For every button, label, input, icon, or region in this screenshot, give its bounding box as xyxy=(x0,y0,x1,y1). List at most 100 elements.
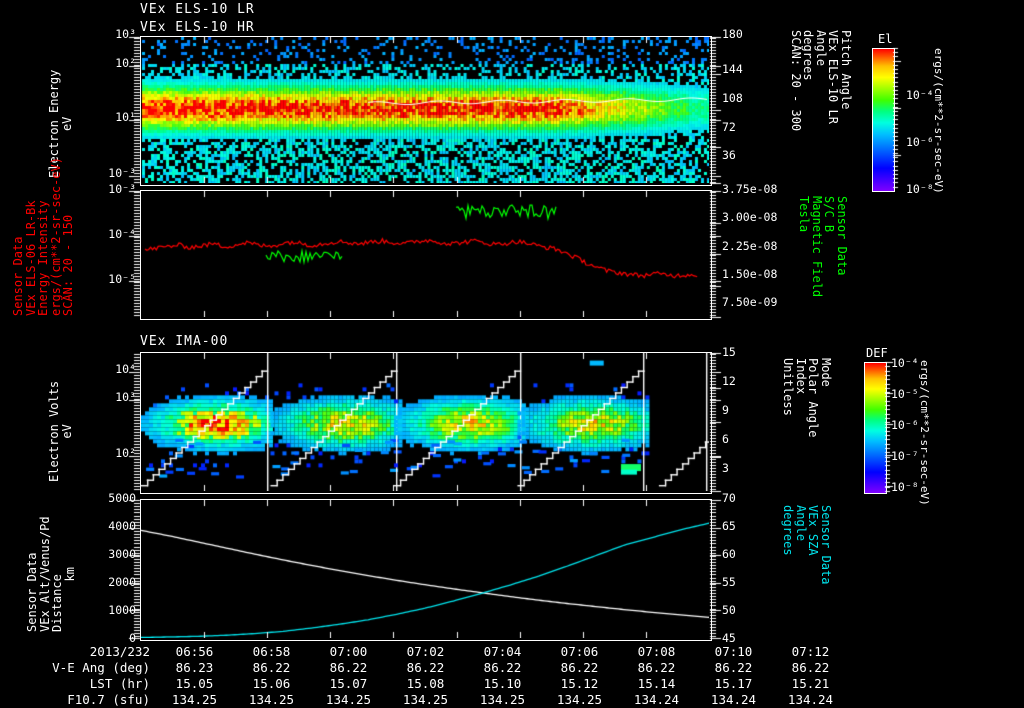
panel2-right-tick-1: 3.00e-08 xyxy=(722,210,778,224)
panel1-right-axis-title-line4: SCAN: 20 - 300 xyxy=(788,30,803,132)
colorbar-def-unit-label: ergs/(cm**2-sr-sec-eV) xyxy=(918,360,931,506)
cell-time-7: 07:10 xyxy=(714,644,753,659)
panel3-plot-ima-spectrogram xyxy=(140,352,712,494)
panel4-left-tick-1: 4000 xyxy=(108,519,136,533)
panel2-left-axis-title: Sensor Data VEx ELS-06 LR-Bk Energy Inte… xyxy=(11,157,76,316)
panel4-right-tick-2: 60 xyxy=(722,547,736,561)
panel1-right-axis-title-line1: VEx ELS-10 LR xyxy=(826,30,841,124)
panel4-right-tick-1: 65 xyxy=(722,519,736,533)
panel3-right-tick-2: 9 xyxy=(722,403,729,417)
cell-ve-ang-7: 86.22 xyxy=(714,660,753,675)
panel1-right-tick-3: 72 xyxy=(722,120,736,134)
cell-f107-5: 134.25 xyxy=(556,692,603,707)
colorbar-def-gradient xyxy=(864,362,887,494)
panel1-right-axis-title-line2: Angle xyxy=(813,30,828,67)
panel4-right-tick-0: 70 xyxy=(722,491,736,505)
panel4-left-axis-title-line3: km xyxy=(62,566,77,582)
cell-lst-6: 15.14 xyxy=(637,676,676,691)
cell-ve-ang-5: 86.22 xyxy=(560,660,599,675)
panel3-right-axis-title: Mode Polar Angle Index Unitless xyxy=(781,358,833,438)
panel4-left-tick-2: 3000 xyxy=(108,547,136,561)
cell-f107-2: 134.25 xyxy=(325,692,372,707)
cell-ve-ang-4: 86.22 xyxy=(483,660,522,675)
panel3-right-tick-1: 12 xyxy=(722,374,736,388)
cell-f107-7: 134.24 xyxy=(710,692,757,707)
panel3-title-top: VEx IMA-00 xyxy=(140,334,229,349)
row-label-lst: LST (hr) xyxy=(89,676,150,691)
colorbar-def-tick-2: 10⁻⁶ xyxy=(891,418,919,432)
row-label-date: 2013/232 xyxy=(89,644,150,659)
panel3-right-tick-0: 15 xyxy=(722,345,736,359)
cell-lst-2: 15.07 xyxy=(329,676,368,691)
panel2-right-axis-title-line2: Magnetic Field xyxy=(809,196,824,298)
table-row-date-time: 2013/232 06:56 06:58 07:00 07:02 07:04 0… xyxy=(0,644,849,660)
panel1-left-tick-1: 10² xyxy=(115,56,136,70)
panel4-right-axis-title-line0: Sensor Data xyxy=(819,505,833,585)
panel4-right-tick-4: 50 xyxy=(722,603,736,617)
panel3-right-tick-3: 6 xyxy=(722,432,729,446)
panel4-left-axis-title: Sensor Data VEx Alt/Venus/Pd Distance km xyxy=(25,516,77,632)
cell-lst-7: 15.17 xyxy=(714,676,753,691)
cell-lst-8: 15.21 xyxy=(791,676,830,691)
panel1-left-tick-0: 10³ xyxy=(115,27,136,41)
panel1-title-top: VEx ELS-10 LR xyxy=(140,2,255,17)
panel4-left-axis-title-line2: Distance xyxy=(50,574,65,632)
panel4-left-tick-4: 1000 xyxy=(108,603,136,617)
panel4-right-tick-3: 55 xyxy=(722,575,736,589)
panel3-right-axis-title-line1: Polar Angle xyxy=(806,358,821,438)
row-label-f107: F10.7 (sfu) xyxy=(67,692,150,707)
colorbar-def-title: DEF xyxy=(866,346,888,360)
panel2-right-tick-0: 3.75e-08 xyxy=(722,182,778,196)
panel2-right-axis-title: Sensor Data S/C B Magnetic Field Tesla xyxy=(797,196,849,298)
panel3-left-axis-title-line1: Electron Volts xyxy=(47,380,61,482)
panel2-right-tick-4: 7.50e-09 xyxy=(722,295,778,309)
panel1-right-tick-0: 180 xyxy=(722,27,743,41)
colorbar-el-tick-1: 10⁻⁶ xyxy=(906,135,934,149)
cell-ve-ang-8: 86.22 xyxy=(791,660,830,675)
panel1-left-tick-3: 10⁻³ xyxy=(108,166,136,180)
panel1-title-sub: VEx ELS-10 HR xyxy=(140,20,255,35)
panel1-left-tick-2: 10¹ xyxy=(115,110,136,124)
panel3-right-tick-4: 3 xyxy=(722,461,729,475)
cell-lst-1: 15.06 xyxy=(252,676,291,691)
panel2-left-axis-title-line2: Energy Intensity xyxy=(36,200,51,316)
row-label-ve-ang: V-E Ang (deg) xyxy=(52,660,150,675)
panel1-right-tick-2: 108 xyxy=(722,91,743,105)
panel2-plot-energy-intensity xyxy=(140,190,712,320)
colorbar-el-gradient xyxy=(872,48,895,192)
panel2-right-axis-title-line3: Tesla xyxy=(797,196,812,233)
cell-time-2: 07:00 xyxy=(329,644,368,659)
cell-f107-8: 134.24 xyxy=(787,692,834,707)
panel1-plot-els-spectrogram xyxy=(140,36,712,186)
panel3-right-axis-title-line3: Unitless xyxy=(781,358,796,416)
panel4-right-axis-title: Sensor Data VEx SZA Angle degrees xyxy=(781,505,833,585)
cell-time-1: 06:58 xyxy=(252,644,291,659)
panel1-right-axis-title-line0: Pitch Angle xyxy=(839,30,853,110)
panel4-right-axis-title-line1: VEx SZA xyxy=(806,505,821,556)
panel3-right-axis-title-line2: Index xyxy=(793,358,808,395)
cell-f107-3: 134.25 xyxy=(402,692,449,707)
colorbar-def-tick-4: 10⁻⁸ xyxy=(891,480,919,494)
colorbar-el-tick-2: 10⁻⁸ xyxy=(906,182,934,196)
cell-time-8: 07:12 xyxy=(791,644,830,659)
cell-ve-ang-6: 86.22 xyxy=(637,660,676,675)
cell-f107-4: 134.25 xyxy=(479,692,526,707)
panel2-left-axis-title-line4: SCAN: 20 - 150 xyxy=(61,214,76,316)
cell-ve-ang-0: 86.23 xyxy=(175,660,214,675)
cell-time-4: 07:04 xyxy=(483,644,522,659)
colorbar-el-tick-0: 10⁻⁴ xyxy=(906,88,934,102)
panel4-right-tick-5: 45 xyxy=(722,631,736,645)
table-row-f107: F10.7 (sfu) 134.25 134.25 134.25 134.25 … xyxy=(0,692,849,708)
panel2-right-tick-2: 2.25e-08 xyxy=(722,239,778,253)
panel3-left-tick-0: 10⁴ xyxy=(115,362,136,376)
panel4-left-tick-5: 0 xyxy=(129,631,136,645)
cell-time-3: 07:02 xyxy=(406,644,445,659)
cell-f107-6: 134.24 xyxy=(633,692,680,707)
cell-lst-3: 15.08 xyxy=(406,676,445,691)
table-row-ve-ang: V-E Ang (deg) 86.23 86.22 86.22 86.22 86… xyxy=(0,660,849,676)
cell-ve-ang-2: 86.22 xyxy=(329,660,368,675)
panel3-left-tick-2: 10² xyxy=(115,446,136,460)
colorbar-el-title: El xyxy=(878,32,893,46)
panel1-right-axis-title-line3: degrees xyxy=(801,30,816,81)
